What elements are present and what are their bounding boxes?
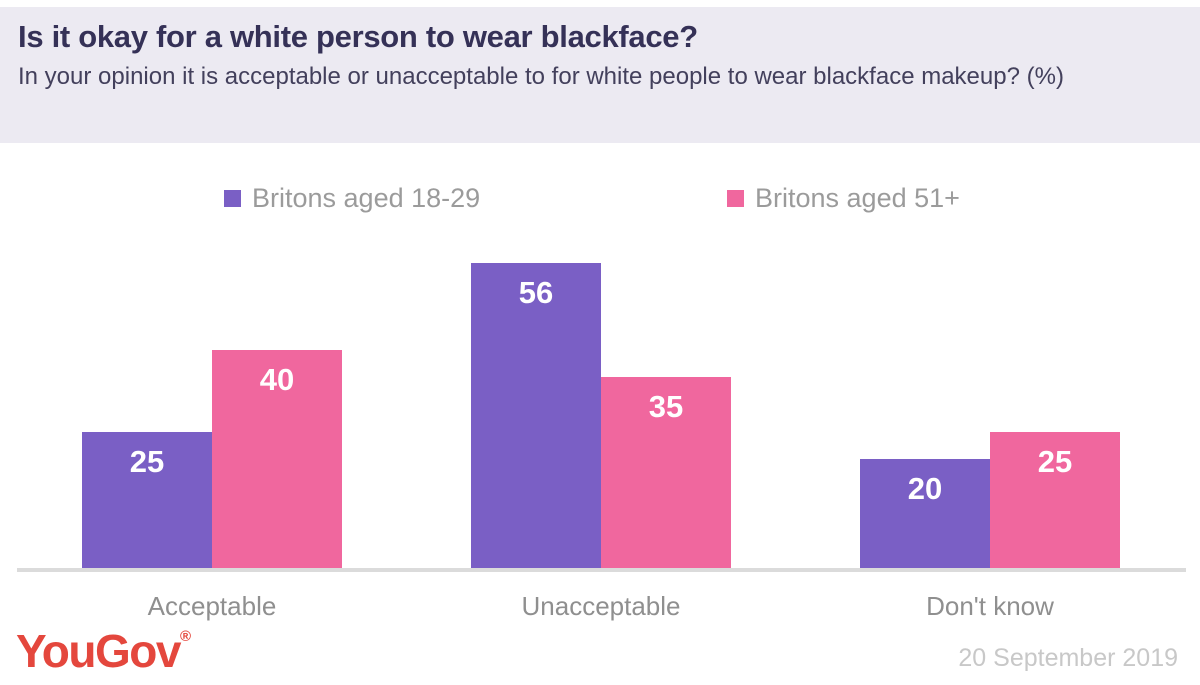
bar-value-label: 56 — [518, 275, 554, 310]
legend-label: Britons aged 18-29 — [252, 183, 481, 213]
bar-value-label: 35 — [648, 389, 684, 424]
bar-don-t-know-series-1: 25 — [990, 432, 1120, 568]
x-axis-baseline — [17, 568, 1186, 572]
legend-label: Britons aged 51+ — [755, 183, 960, 213]
yougov-logo-text: YouGov — [16, 625, 181, 677]
legend-swatch-purple — [224, 190, 241, 207]
bar-value-label: 20 — [907, 471, 943, 506]
chart-title: Is it okay for a white person to wear bl… — [18, 19, 698, 54]
chart-subtitle: In your opinion it is acceptable or unac… — [18, 63, 1064, 90]
bar-unacceptable-series-0: 56 — [471, 263, 601, 568]
bar-don-t-know-series-0: 20 — [860, 459, 990, 568]
bar-acceptable-series-1: 40 — [212, 350, 342, 568]
bar-acceptable-series-0: 25 — [82, 432, 212, 568]
legend-item-51-plus: Britons aged 51+ — [727, 183, 960, 214]
bar-value-label: 25 — [1037, 444, 1073, 479]
bar-unacceptable-series-1: 35 — [601, 377, 731, 568]
category-label-unacceptable: Unacceptable — [521, 591, 681, 621]
bar-value-label: 25 — [129, 444, 165, 479]
registered-mark: ® — [179, 628, 191, 645]
category-label-acceptable: Acceptable — [147, 591, 277, 621]
header-banner: Is it okay for a white person to wear bl… — [0, 7, 1200, 143]
legend-item-18-29: Britons aged 18-29 — [224, 183, 480, 214]
bar-chart-plot-area: 25 40 56 35 20 25 — [0, 238, 1200, 568]
bar-value-label: 40 — [259, 362, 295, 397]
category-label-dont-know: Don't know — [926, 591, 1054, 621]
legend-swatch-pink — [727, 190, 744, 207]
publication-date: 20 September 2019 — [958, 644, 1178, 672]
yougov-logo: YouGov® — [16, 624, 191, 678]
